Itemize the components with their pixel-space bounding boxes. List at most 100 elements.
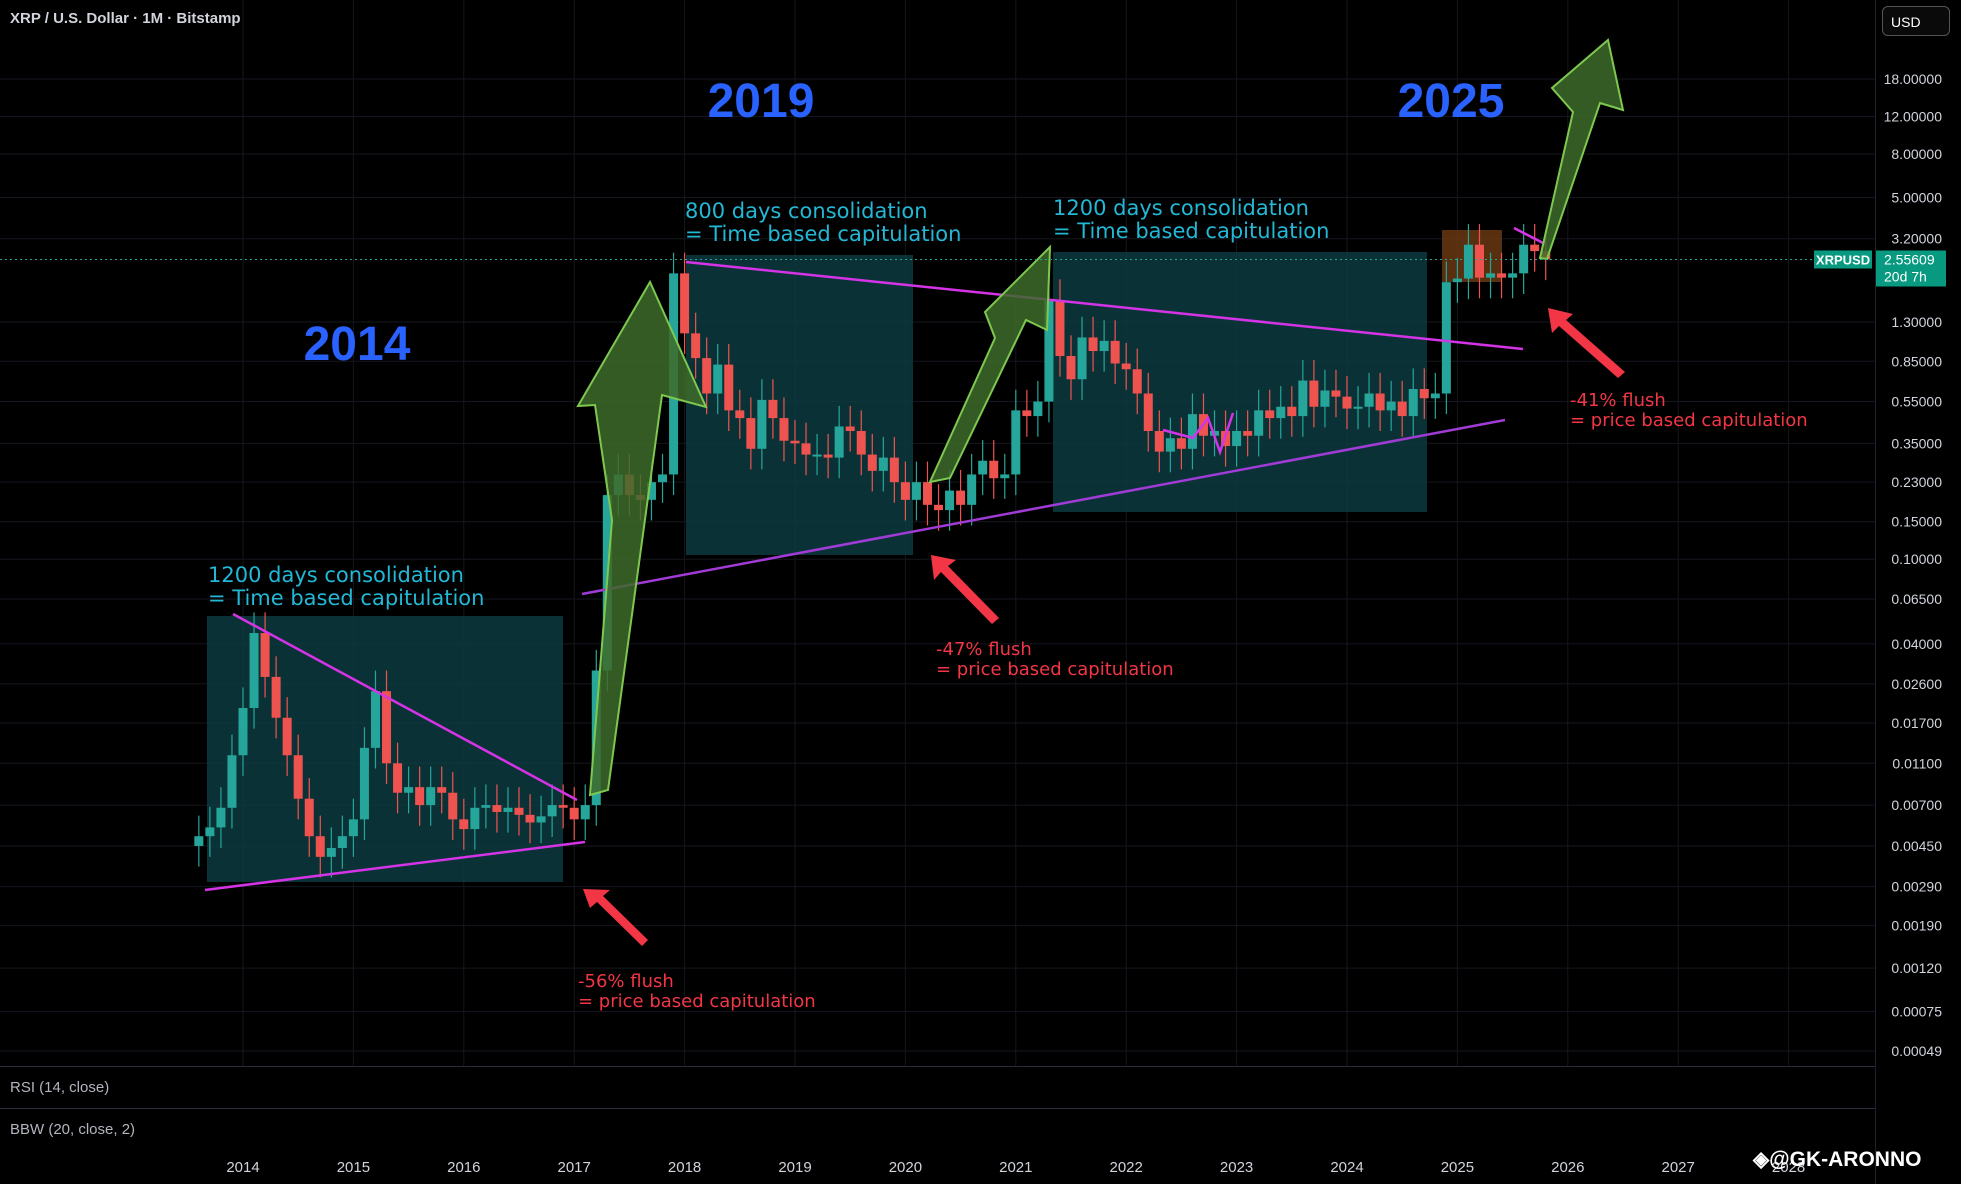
candle-body (1463, 244, 1473, 279)
candle-body (326, 848, 336, 857)
candle-body (691, 333, 701, 359)
candle-body (989, 460, 999, 479)
candle-body (282, 717, 292, 756)
annotation-line: = price based capitulation (936, 659, 1174, 680)
candle-body (1397, 401, 1407, 417)
candle-body (1099, 340, 1109, 352)
countdown-value: 20d 7h (1884, 268, 1927, 284)
candle-body (293, 755, 303, 799)
price-tick-label: 8.00000 (1891, 146, 1942, 162)
consolidation-box-2018 (686, 255, 913, 555)
annotation-line: -47% flush (936, 639, 1032, 660)
price-tick-label: 0.35000 (1891, 435, 1942, 451)
price-tick-label: 0.04000 (1891, 636, 1942, 652)
candle-body (1022, 410, 1032, 417)
candle-body (1232, 431, 1242, 447)
candle-body (845, 426, 855, 432)
candle-body (1441, 282, 1451, 394)
trend-lines (204, 226, 1546, 892)
price-tick-label: 12.00000 (1884, 108, 1943, 124)
candle-body (382, 691, 392, 764)
candle-body (1331, 390, 1341, 397)
price-tick-label: 0.06500 (1891, 591, 1942, 607)
candle-body (1077, 337, 1087, 380)
price-tick-label: 0.00290 (1891, 879, 1942, 895)
candle-body (437, 787, 447, 793)
candle-body (779, 418, 789, 441)
candle-body (1364, 393, 1374, 407)
candle-body (680, 273, 690, 334)
candle-body (492, 805, 502, 812)
watermark: ◈@GK-ARONNO (1753, 1148, 1922, 1171)
candle-body (658, 474, 668, 483)
price-tick-label: 18.00000 (1884, 71, 1943, 87)
time-tick-label: 2023 (1220, 1159, 1253, 1176)
candle-body (1508, 273, 1518, 278)
price-tick-label: 3.20000 (1891, 231, 1942, 247)
candle-body (1486, 273, 1496, 278)
annotation-line: = Time based capitulation (208, 586, 484, 610)
candle-body (967, 474, 977, 505)
candle-body (1386, 401, 1396, 411)
candle-body (359, 747, 369, 820)
annotation-line: 800 days consolidation (685, 199, 928, 223)
rsi-label: RSI (14, close) (10, 1079, 110, 1096)
candle-body (503, 807, 513, 812)
annotation-line: = Time based capitulation (1053, 219, 1329, 243)
candle-body (569, 807, 579, 820)
time-tick-label: 2021 (999, 1159, 1032, 1176)
consolidation-box-2021 (1053, 252, 1427, 512)
price-tick-label: 0.01100 (1892, 755, 1942, 771)
price-tick-label: 0.10000 (1891, 551, 1942, 567)
candle-body (1519, 244, 1529, 274)
year-label: 2025 (1398, 75, 1505, 128)
candle-body (889, 457, 899, 483)
candle-body (735, 410, 745, 419)
candle-body (1309, 380, 1319, 407)
candle-body (1176, 438, 1186, 449)
candle-body (945, 490, 955, 511)
candle-body (1055, 299, 1065, 357)
candle-body (812, 454, 822, 457)
candle-body (404, 787, 414, 793)
price-axis: 18.00000 12.00000 8.00000 5.00000 3.20000 1.3… (0, 71, 1946, 1059)
candle-body (956, 490, 966, 505)
candle-body (415, 787, 425, 806)
candle-body (580, 805, 590, 820)
time-tick-label: 2017 (558, 1159, 591, 1176)
time-tick-label: 2016 (447, 1159, 480, 1176)
price-tick-label: 0.02600 (1891, 676, 1942, 692)
time-tick-label: 2027 (1662, 1159, 1695, 1176)
time-tick-label: 2025 (1441, 1159, 1474, 1176)
candle-body (481, 805, 491, 808)
candle-body (1143, 393, 1153, 432)
price-tick-label: 0.23000 (1891, 474, 1942, 490)
candle-body (1342, 396, 1352, 409)
candle-body (271, 676, 281, 718)
bbw-panel[interactable]: BBW (20, close, 2) (0, 1108, 1875, 1148)
time-tick-label: 2028 (1772, 1159, 1805, 1176)
time-tick-label: 2020 (889, 1159, 922, 1176)
candle-body (900, 482, 910, 500)
candle-body (922, 482, 932, 505)
last-price-tag (1876, 250, 1946, 287)
green-arrows (576, 38, 1625, 797)
candle-body (867, 454, 877, 471)
candle-body (205, 827, 215, 837)
rsi-panel[interactable]: RSI (14, close) (0, 1066, 1875, 1106)
year-label: 2019 (708, 75, 815, 128)
candle-body (1375, 393, 1385, 411)
currency-button[interactable]: USD (1882, 6, 1950, 36)
time-tick-label: 2014 (226, 1159, 259, 1176)
candle-body (1154, 431, 1164, 452)
candle-body (1132, 369, 1142, 394)
candle-body (1474, 244, 1484, 278)
candle-body (315, 836, 325, 857)
candle-body (1265, 410, 1275, 419)
candle-body (934, 504, 944, 511)
candle-body (1033, 401, 1043, 417)
candle-body (1530, 244, 1540, 252)
price-tick-label: 0.00049 (1891, 1043, 1942, 1059)
candle-body (823, 454, 833, 458)
